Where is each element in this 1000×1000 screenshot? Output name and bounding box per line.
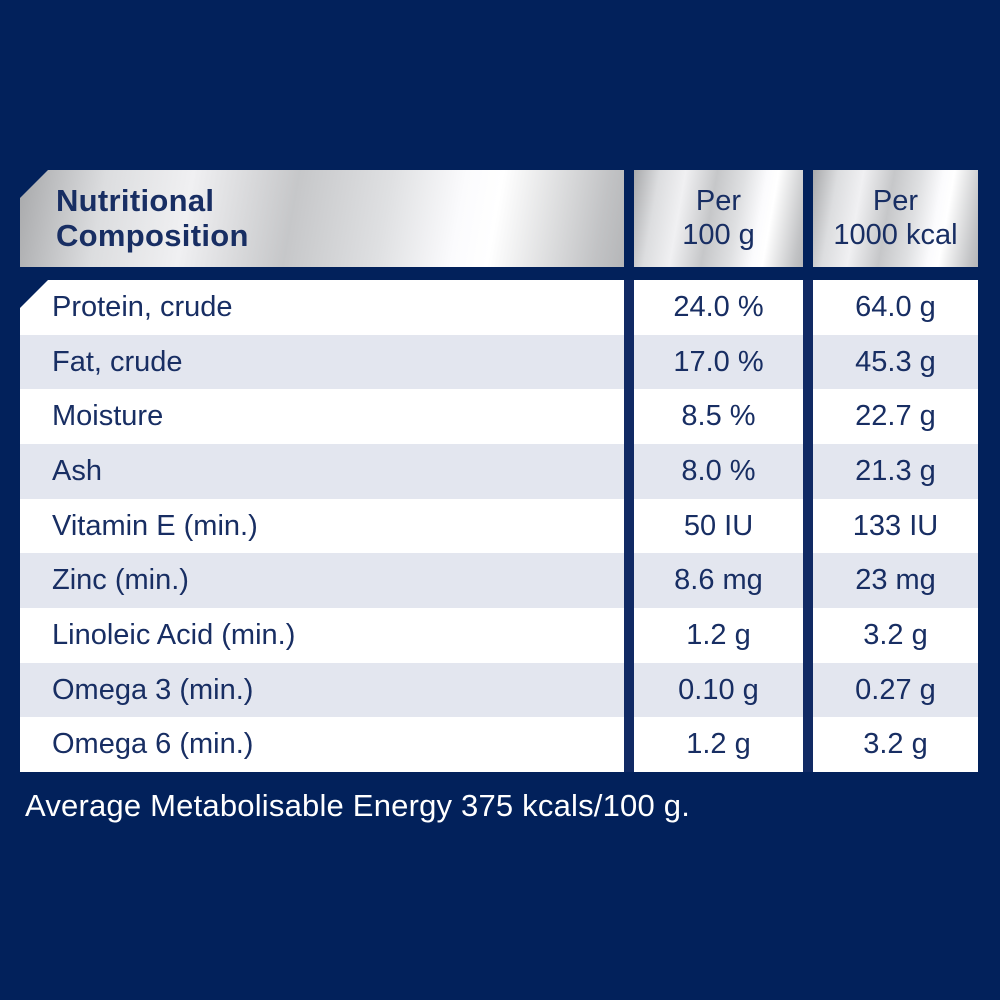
column-divider [803,608,813,663]
header-title-line2: Composition [56,217,249,253]
row-value-per-1000kcal: 21.3 g [855,454,936,487]
column-divider [803,280,813,335]
row-label: Omega 3 (min.) [52,673,254,706]
row-value-per-1000kcal: 133 IU [852,509,939,542]
table-row-ash: Ash 8.0 % 21.3 g [20,444,978,499]
table-row-vitamin-e: Vitamin E (min.) 50 IU 133 IU [20,498,978,554]
column-divider [803,717,813,772]
column-divider [624,444,634,499]
column-divider [624,662,634,718]
table-row-protein: Protein, crude 24.0 % 64.0 g [20,280,978,335]
table-row-linoleic-acid: Linoleic Acid (min.) 1.2 g 3.2 g [20,608,978,663]
row-label: Ash [52,454,102,487]
table-row-moisture: Moisture 8.5 % 22.7 g [20,389,978,445]
column-divider [803,389,813,445]
row-value-per-1000kcal: 3.2 g [863,728,928,761]
row-value-per-100g: 8.5 % [681,400,756,433]
column-divider [624,553,634,609]
table-row-omega-6: Omega 6 (min.) 1.2 g 3.2 g [20,717,978,772]
row-value-per-100g: 1.2 g [686,728,751,761]
row-label: Fat, crude [52,345,183,378]
per-100g-line2: 100 g [682,218,755,251]
row-value-per-1000kcal: 64.0 g [855,290,936,323]
row-value-per-100g: 8.6 mg [674,564,763,597]
column-divider [624,389,634,445]
row-value-per-100g: 24.0 % [673,290,764,323]
metabolisable-energy-note: Average Metabolisable Energy 375 kcals/1… [25,788,691,823]
row-label: Linoleic Acid (min.) [52,618,296,651]
table-row-zinc: Zinc (min.) 8.6 mg 23 mg [20,553,978,609]
table-header-title: Nutritional Composition [20,170,624,267]
row-value-per-100g: 17.0 % [673,345,764,378]
row-label: Moisture [52,400,164,433]
row-value-per-1000kcal: 22.7 g [855,400,936,433]
row-label: Zinc (min.) [52,564,189,597]
per-1000kcal-line2: 1000 kcal [833,218,958,251]
column-divider [624,717,634,772]
per-1000kcal-line1: Per [872,185,919,218]
column-divider [624,280,634,335]
row-value-per-1000kcal: 23 mg [855,564,936,597]
row-value-per-100g: 0.10 g [678,673,759,706]
column-divider [803,553,813,609]
table-row-omega-3: Omega 3 (min.) 0.10 g 0.27 g [20,662,978,718]
row-label: Protein, crude [52,290,233,323]
row-label: Omega 6 (min.) [52,728,254,761]
row-value-per-100g: 8.0 % [681,454,756,487]
column-divider [624,608,634,663]
column-divider [803,334,813,390]
row-value-per-100g: 1.2 g [686,618,751,651]
column-divider [624,334,634,390]
nutrition-table-body: Protein, crude 24.0 % 64.0 g Fat, crude … [20,280,978,772]
column-divider [803,498,813,554]
row-value-per-1000kcal: 3.2 g [863,618,928,651]
column-header-per-100g: Per 100 g [634,170,803,267]
table-row-fat: Fat, crude 17.0 % 45.3 g [20,334,978,390]
per-100g-line1: Per [695,185,742,218]
column-divider [803,444,813,499]
row-value-per-100g: 50 IU [683,509,754,542]
row-value-per-1000kcal: 0.27 g [855,673,936,706]
row-value-per-1000kcal: 45.3 g [855,345,936,378]
header-title-line1: Nutritional [56,182,215,218]
row-label: Vitamin E (min.) [52,509,258,542]
column-header-per-1000kcal: Per 1000 kcal [813,170,978,267]
column-divider [803,662,813,718]
column-divider [624,498,634,554]
